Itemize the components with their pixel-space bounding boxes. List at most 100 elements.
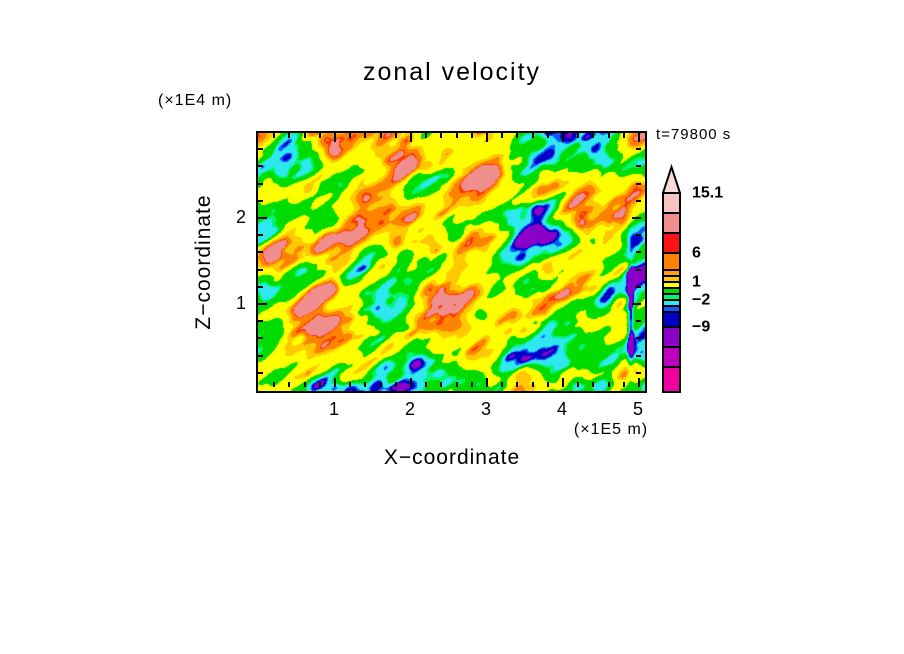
x-minor-tick	[273, 133, 275, 138]
x-tick-label: 5	[632, 399, 643, 419]
time-annotation: t=79800 s	[656, 126, 732, 143]
colorbar-label: −2	[692, 292, 710, 309]
x-tick-label: 3	[480, 399, 491, 419]
y-minor-tick	[636, 372, 641, 374]
x-major-tick	[638, 378, 640, 387]
colorbar-segment	[662, 346, 681, 368]
y-minor-tick	[258, 148, 263, 150]
colorbar-segment	[662, 232, 681, 254]
x-major-tick	[486, 378, 488, 387]
y-minor-tick	[636, 200, 641, 202]
x-minor-tick	[501, 382, 503, 387]
x-tick-label: 4	[556, 399, 567, 419]
x-axis-unit: (×1E5 m)	[573, 421, 649, 438]
y-minor-tick	[636, 251, 641, 253]
x-minor-tick	[577, 133, 579, 138]
x-minor-tick	[349, 133, 351, 138]
y-minor-tick	[258, 200, 263, 202]
x-minor-tick	[395, 382, 397, 387]
x-minor-tick	[516, 382, 518, 387]
y-minor-tick	[636, 320, 641, 322]
y-minor-tick	[258, 183, 263, 185]
colorbar-segment	[662, 252, 681, 271]
x-major-tick	[562, 133, 564, 142]
x-minor-tick	[349, 382, 351, 387]
x-minor-tick	[501, 133, 503, 138]
heatmap-field	[258, 133, 645, 391]
x-minor-tick	[471, 382, 473, 387]
x-minor-tick	[547, 382, 549, 387]
x-major-tick	[562, 378, 564, 387]
y-axis-title: Z−coordinate	[192, 194, 215, 330]
x-minor-tick	[319, 382, 321, 387]
x-minor-tick	[364, 382, 366, 387]
y-minor-tick	[258, 320, 263, 322]
x-minor-tick	[592, 382, 594, 387]
colorbar-segment	[662, 311, 681, 328]
y-minor-tick	[258, 286, 263, 288]
y-tick-label: 1	[235, 293, 246, 313]
x-major-tick	[410, 378, 412, 387]
y-minor-tick	[636, 286, 641, 288]
x-minor-tick	[592, 133, 594, 138]
x-minor-tick	[425, 382, 427, 387]
colorbar-segment	[662, 366, 681, 393]
x-minor-tick	[471, 133, 473, 138]
x-minor-tick	[577, 382, 579, 387]
y-minor-tick	[636, 269, 641, 271]
x-minor-tick	[395, 133, 397, 138]
x-minor-tick	[319, 133, 321, 138]
y-minor-tick	[636, 165, 641, 167]
y-minor-tick	[258, 234, 263, 236]
x-minor-tick	[547, 133, 549, 138]
x-minor-tick	[288, 133, 290, 138]
x-major-tick	[334, 133, 336, 142]
y-minor-tick	[258, 337, 263, 339]
x-minor-tick	[532, 133, 534, 138]
x-minor-tick	[456, 133, 458, 138]
colorbar-label: 1	[692, 274, 701, 291]
x-minor-tick	[380, 133, 382, 138]
y-minor-tick	[636, 355, 641, 357]
x-major-tick	[410, 133, 412, 142]
x-major-tick	[486, 133, 488, 142]
y-minor-tick	[258, 372, 263, 374]
colorbar-segment	[662, 212, 681, 234]
x-minor-tick	[608, 133, 610, 138]
y-major-tick	[632, 303, 641, 305]
y-minor-tick	[636, 234, 641, 236]
x-minor-tick	[456, 382, 458, 387]
y-tick-label: 2	[235, 207, 246, 227]
colorbar-label: 6	[692, 245, 701, 262]
y-minor-tick	[636, 148, 641, 150]
plot-area	[256, 131, 647, 393]
x-minor-tick	[532, 382, 534, 387]
x-major-tick	[638, 133, 640, 142]
colorbar-segment	[662, 326, 681, 348]
x-tick-label: 1	[328, 399, 339, 419]
x-minor-tick	[623, 382, 625, 387]
colorbar-spike	[661, 164, 682, 194]
x-minor-tick	[608, 382, 610, 387]
x-minor-tick	[440, 133, 442, 138]
colorbar-label: −9	[692, 319, 710, 336]
x-minor-tick	[516, 133, 518, 138]
x-tick-label: 2	[404, 399, 415, 419]
x-minor-tick	[273, 382, 275, 387]
y-minor-tick	[258, 165, 263, 167]
x-minor-tick	[364, 133, 366, 138]
x-axis-title: X−coordinate	[383, 446, 521, 469]
x-minor-tick	[623, 133, 625, 138]
x-minor-tick	[304, 133, 306, 138]
y-axis-unit: (×1E4 m)	[158, 92, 233, 109]
y-major-tick	[632, 217, 641, 219]
y-minor-tick	[258, 269, 263, 271]
y-minor-tick	[636, 337, 641, 339]
y-minor-tick	[258, 355, 263, 357]
y-minor-tick	[258, 251, 263, 253]
y-major-tick	[258, 217, 267, 219]
x-minor-tick	[380, 382, 382, 387]
y-major-tick	[258, 303, 267, 305]
colorbar-label: 15.1	[692, 185, 723, 202]
